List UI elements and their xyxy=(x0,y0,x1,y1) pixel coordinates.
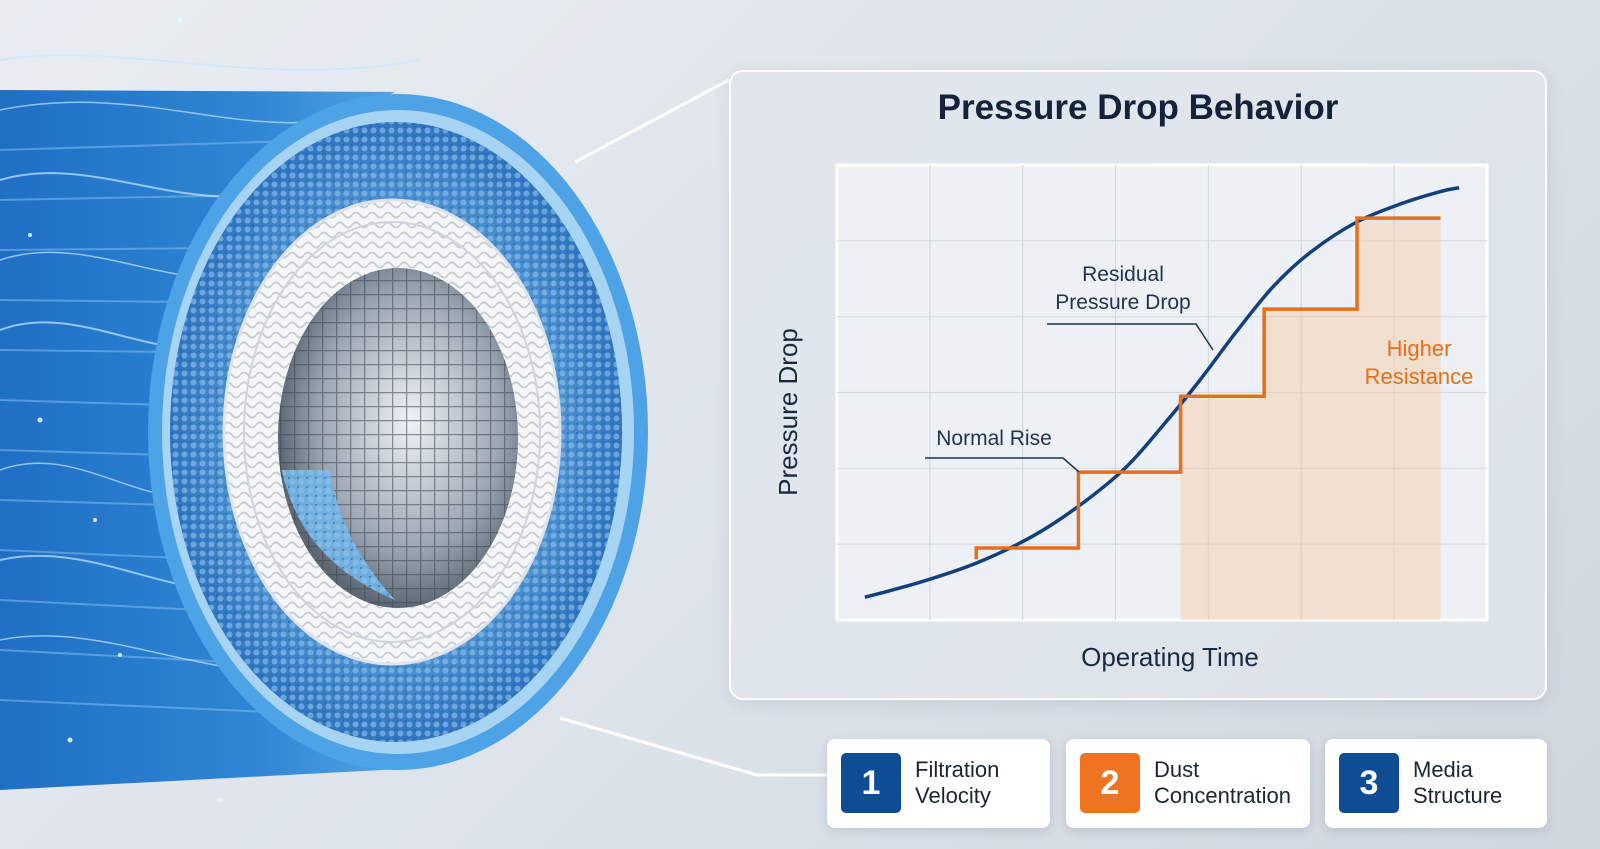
stepwise-rise-line xyxy=(974,216,1441,560)
factor-card-3: 3 Media Structure xyxy=(1325,739,1547,828)
x-axis-title: Operating Time xyxy=(1081,642,1259,672)
factor-label-3-line2: Structure xyxy=(1413,783,1503,808)
factor-label-1: Filtration Velocity xyxy=(915,757,999,809)
higher-resistance-line1: Higher xyxy=(1387,336,1452,361)
factor-label-2: Dust Concentration xyxy=(1154,757,1291,809)
chart-grid xyxy=(837,165,1487,620)
residual-pressure-curve xyxy=(864,186,1460,599)
residual-label-line1: Residual xyxy=(1082,263,1164,286)
residual-label-line2: Pressure Drop xyxy=(1055,291,1190,314)
higher-resistance-shading xyxy=(1180,218,1441,621)
factor-label-1-line2: Velocity xyxy=(915,783,991,808)
higher-resistance-line2: Resistance xyxy=(1365,364,1474,389)
y-axis-title: Pressure Drop xyxy=(773,328,803,496)
factor-label-2-line2: Concentration xyxy=(1154,783,1291,808)
residual-leader xyxy=(1047,323,1214,351)
normal-rise-label: Normal Rise xyxy=(936,427,1052,450)
factor-badge-1: 1 xyxy=(841,753,901,813)
factor-label-3-line1: Media xyxy=(1413,757,1473,782)
factor-label-2-line1: Dust xyxy=(1154,757,1200,782)
factor-card-2: 2 Dust Concentration xyxy=(1066,739,1310,828)
callout-line-top xyxy=(574,78,730,164)
factor-card-1: 1 Filtration Velocity xyxy=(827,739,1050,828)
cartridge-body xyxy=(0,90,420,790)
factor-badge-3: 3 xyxy=(1339,753,1399,813)
normal-rise-leader xyxy=(925,457,1080,473)
factor-label-1-line1: Filtration xyxy=(915,757,1000,782)
callout-line-bottom xyxy=(559,716,758,777)
factor-label-3: Media Structure xyxy=(1413,757,1502,809)
chart-title: Pressure Drop Behavior xyxy=(937,88,1339,127)
factor-badge-2: 2 xyxy=(1080,753,1140,813)
